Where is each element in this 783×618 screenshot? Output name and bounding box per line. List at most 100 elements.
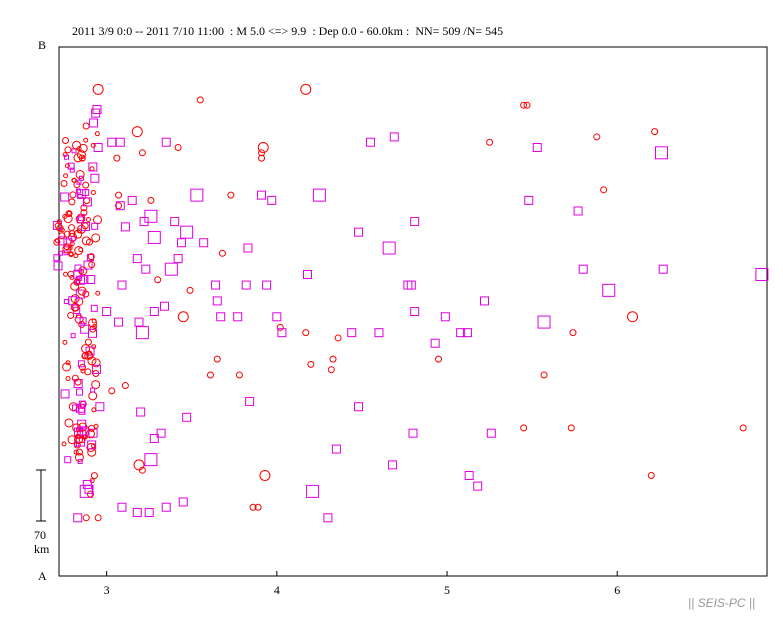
cluster-square bbox=[68, 296, 78, 306]
quake-square bbox=[233, 312, 243, 322]
quake-square bbox=[141, 264, 151, 274]
quake-square bbox=[173, 254, 183, 264]
quake-square bbox=[430, 338, 440, 348]
cluster-circle bbox=[86, 352, 94, 360]
quake-square bbox=[132, 508, 142, 518]
scale-bar-value: 70 bbox=[34, 528, 46, 542]
cluster-square bbox=[77, 193, 83, 199]
cluster-circle bbox=[90, 142, 96, 148]
cluster-circle bbox=[85, 429, 95, 439]
quake-square bbox=[406, 280, 416, 290]
quake-square bbox=[658, 264, 668, 274]
quake-square bbox=[578, 264, 588, 274]
cluster-square bbox=[79, 317, 87, 325]
quake-square bbox=[755, 267, 769, 281]
quake-square bbox=[144, 453, 158, 467]
cluster-circle bbox=[69, 241, 75, 247]
quake-square bbox=[107, 137, 117, 147]
quake-square bbox=[212, 296, 222, 306]
quake-circle bbox=[258, 154, 266, 162]
quake-circle bbox=[329, 355, 337, 363]
quake-square bbox=[139, 217, 149, 227]
scale-bar-unit: km bbox=[34, 542, 50, 556]
quake-circle bbox=[235, 371, 243, 379]
cluster-circle bbox=[82, 290, 90, 298]
quake-square bbox=[462, 328, 472, 338]
profile-end-b: B bbox=[38, 38, 47, 52]
quake-circle bbox=[651, 128, 659, 136]
cluster-square bbox=[75, 437, 85, 447]
cluster-square bbox=[69, 167, 75, 173]
quake-square bbox=[211, 280, 221, 290]
cluster-circle bbox=[74, 435, 84, 445]
quake-square bbox=[277, 328, 287, 338]
quake-square bbox=[354, 402, 364, 412]
cluster-circle bbox=[70, 281, 80, 291]
quake-circle bbox=[258, 149, 266, 157]
cluster-circle bbox=[78, 320, 86, 328]
quake-square bbox=[573, 206, 583, 216]
cluster-square bbox=[82, 189, 90, 197]
quake-square bbox=[654, 146, 668, 160]
cluster-circle bbox=[67, 311, 75, 319]
quake-square bbox=[440, 312, 450, 322]
quake-circle bbox=[300, 83, 312, 95]
quake-square bbox=[117, 280, 127, 290]
cluster-square bbox=[82, 479, 92, 489]
cluster-circle bbox=[62, 244, 72, 254]
quake-square bbox=[262, 280, 272, 290]
cluster-circle bbox=[95, 290, 101, 296]
quake-square bbox=[147, 230, 161, 244]
cluster-circle bbox=[67, 270, 75, 278]
quake-square bbox=[149, 433, 159, 443]
quake-circle bbox=[206, 371, 214, 379]
quake-circle bbox=[600, 186, 608, 194]
cluster-square bbox=[73, 269, 83, 279]
cluster-square bbox=[91, 222, 99, 230]
cluster-circle bbox=[74, 314, 84, 324]
quake-circle bbox=[249, 503, 257, 511]
cluster-circle bbox=[66, 211, 72, 217]
cluster-circle bbox=[64, 163, 70, 169]
cluster-circle bbox=[62, 152, 68, 158]
cluster-circle bbox=[73, 229, 83, 239]
quake-square bbox=[199, 238, 209, 248]
cluster-square bbox=[75, 289, 85, 299]
cluster-circle bbox=[69, 191, 77, 199]
cluster-circle bbox=[75, 170, 85, 180]
quake-square bbox=[382, 241, 396, 255]
quake-circle bbox=[186, 286, 194, 294]
cluster-square bbox=[91, 364, 101, 374]
quake-square bbox=[170, 217, 180, 227]
cluster-circle bbox=[87, 356, 97, 366]
cluster-square bbox=[79, 426, 89, 436]
quake-circle bbox=[567, 424, 575, 432]
cluster-square bbox=[72, 404, 80, 412]
cluster-circle bbox=[89, 166, 95, 172]
cluster-square bbox=[74, 264, 82, 272]
cluster-circle bbox=[80, 368, 86, 374]
quake-square bbox=[127, 195, 137, 205]
quake-square bbox=[245, 396, 255, 406]
cluster-square bbox=[64, 154, 70, 160]
cluster-square bbox=[60, 389, 70, 399]
quake-circle bbox=[82, 514, 90, 522]
quake-circle bbox=[196, 96, 204, 104]
quake-square bbox=[456, 328, 466, 338]
cluster-circle bbox=[65, 210, 73, 218]
cluster-circle bbox=[90, 472, 98, 480]
quake-square bbox=[403, 280, 413, 290]
cluster-circle bbox=[91, 344, 97, 350]
quake-circle bbox=[138, 149, 146, 157]
cluster-circle bbox=[76, 146, 82, 152]
quake-square bbox=[102, 307, 112, 316]
quake-square bbox=[389, 132, 399, 142]
cluster-circle bbox=[62, 214, 68, 220]
quake-circle bbox=[739, 424, 747, 432]
quake-circle bbox=[486, 138, 494, 146]
cluster-circle bbox=[73, 278, 81, 286]
cluster-square bbox=[75, 188, 81, 194]
cluster-circle bbox=[86, 490, 94, 498]
cluster-square bbox=[70, 333, 76, 339]
quake-square bbox=[216, 312, 226, 322]
